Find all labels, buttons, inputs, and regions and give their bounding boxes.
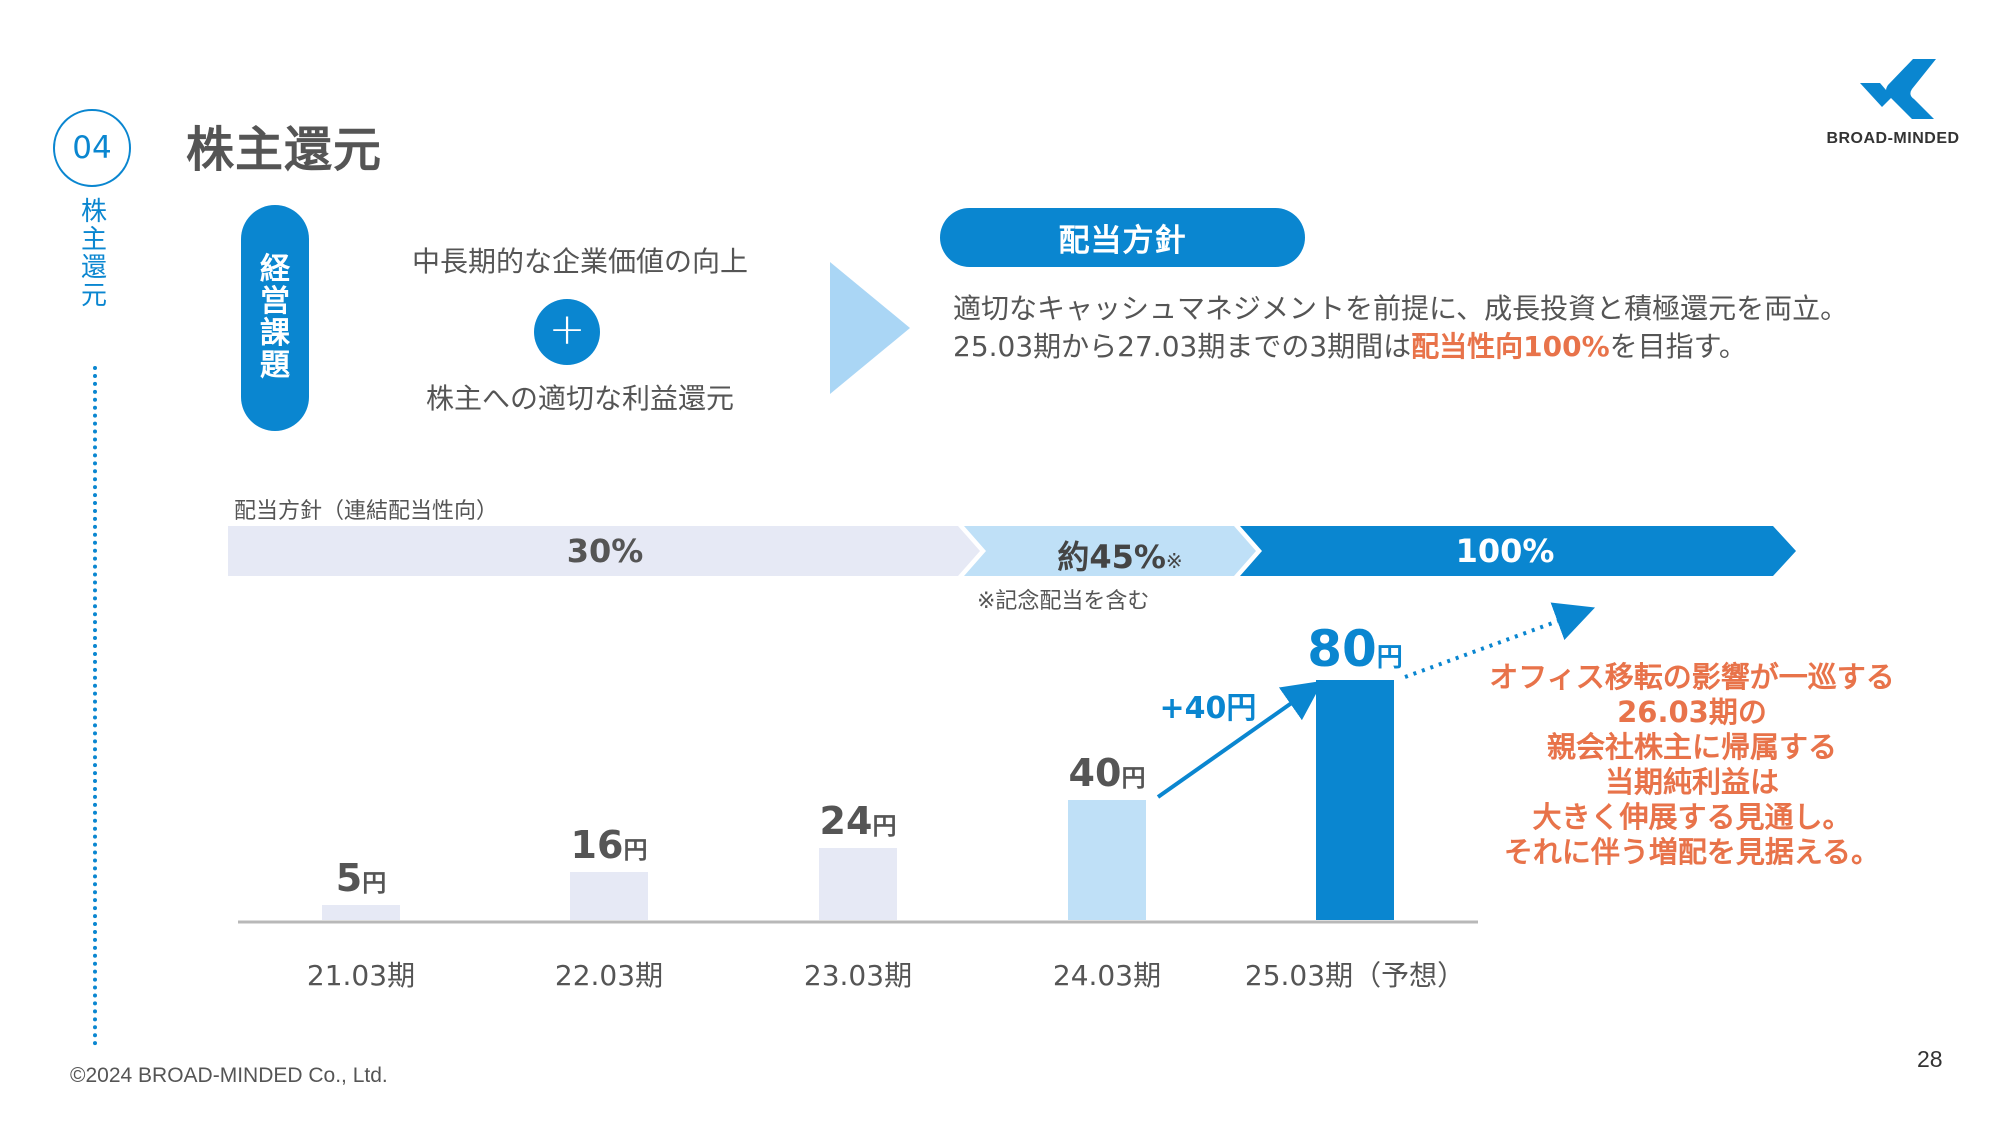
bar-24.03期: [1068, 800, 1146, 920]
brand-logo-icon: [1860, 59, 1936, 119]
ratio-segment-30: [228, 526, 980, 576]
increase-label: +40円: [1160, 691, 1257, 726]
bar-value-label: 5円: [336, 856, 386, 900]
bar-22.03期: [570, 872, 648, 920]
dividend-policy-title: 配当方針: [940, 208, 1305, 267]
outlook-dotted-arrow-icon: [1404, 602, 1596, 679]
outlook-annotation: オフィス移転の影響が一巡する 26.03期の 親会社株主に帰属する 当期純利益は…: [1489, 660, 1895, 869]
bar-value-label: 16円: [571, 823, 648, 867]
category-label: 23.03期: [804, 959, 912, 992]
bar-23.03期: [819, 848, 897, 920]
dividend-policy-text: 適切なキャッシュマネジメントを前提に、成長投資と積極還元を両立。 25.03期か…: [953, 292, 1849, 363]
payout-ratio-label: 配当方針（連結配当性向）: [234, 499, 499, 524]
ratio-note: ※記念配当を含む: [977, 589, 1150, 614]
ratio-segment-45: [964, 526, 1256, 576]
page-title: 株主還元: [186, 122, 383, 178]
bar-value-label: 40円: [1069, 751, 1146, 795]
copyright: ©2024 BROAD-MINDED Co., Ltd.: [70, 1064, 388, 1087]
bar-value-label: 24円: [820, 799, 897, 843]
issues-label: 経 営 課 題: [241, 205, 309, 431]
category-label: 25.03期（予想）: [1245, 959, 1465, 992]
bar-value-label: 80円: [1307, 620, 1403, 678]
plus-icon: +: [534, 299, 600, 365]
category-label: 21.03期: [307, 959, 415, 992]
ratio-text-45: 約45%※: [1057, 538, 1183, 576]
ratio-text-30: 30%: [566, 532, 644, 570]
payout-target-highlight: 配当性向100%: [1411, 330, 1610, 363]
category-label: 24.03期: [1053, 959, 1161, 992]
category-label: 22.03期: [555, 959, 663, 992]
ratio-text-100: 100%: [1455, 532, 1555, 570]
page-number: 28: [1917, 1046, 1943, 1072]
section-label: 株 主 還 元: [80, 197, 107, 311]
right-arrow-icon: [830, 262, 910, 394]
bar-25.03期（予想）: [1316, 680, 1394, 920]
brand-logo-text: BROAD-MINDED: [1826, 130, 1960, 147]
bar-21.03期: [322, 905, 400, 920]
ratio-segment-100: [1240, 526, 1796, 576]
increase-arrow-icon: [1156, 680, 1324, 799]
issue-shareholder-return: 株主への適切な利益還元: [425, 382, 734, 415]
payout-ratio-band: [228, 526, 1796, 576]
section-dotted-line: [93, 366, 97, 1046]
section-number: 04: [53, 109, 131, 187]
issue-value-improvement: 中長期的な企業価値の向上: [411, 245, 748, 278]
